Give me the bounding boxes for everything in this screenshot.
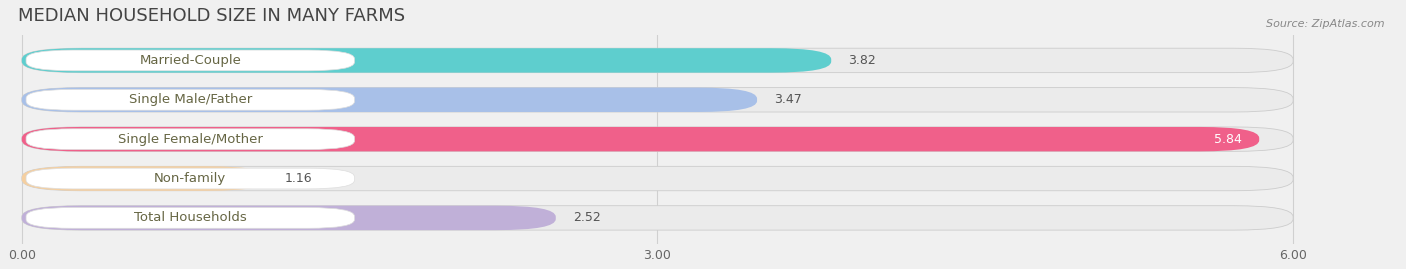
FancyBboxPatch shape bbox=[22, 166, 1294, 191]
Text: Married-Couple: Married-Couple bbox=[139, 54, 242, 67]
Text: 2.52: 2.52 bbox=[572, 211, 600, 224]
Text: 5.84: 5.84 bbox=[1215, 133, 1243, 146]
FancyBboxPatch shape bbox=[22, 166, 267, 191]
FancyBboxPatch shape bbox=[27, 208, 354, 228]
Text: 3.47: 3.47 bbox=[775, 93, 801, 106]
FancyBboxPatch shape bbox=[27, 168, 354, 189]
FancyBboxPatch shape bbox=[22, 88, 1294, 112]
Text: 1.16: 1.16 bbox=[284, 172, 312, 185]
Text: Total Households: Total Households bbox=[134, 211, 246, 224]
Text: Single Male/Father: Single Male/Father bbox=[129, 93, 252, 106]
FancyBboxPatch shape bbox=[27, 50, 354, 71]
Text: Non-family: Non-family bbox=[155, 172, 226, 185]
Text: Single Female/Mother: Single Female/Mother bbox=[118, 133, 263, 146]
Text: MEDIAN HOUSEHOLD SIZE IN MANY FARMS: MEDIAN HOUSEHOLD SIZE IN MANY FARMS bbox=[18, 7, 405, 25]
FancyBboxPatch shape bbox=[22, 206, 555, 230]
Text: Source: ZipAtlas.com: Source: ZipAtlas.com bbox=[1267, 19, 1385, 29]
FancyBboxPatch shape bbox=[22, 127, 1260, 151]
FancyBboxPatch shape bbox=[22, 88, 756, 112]
FancyBboxPatch shape bbox=[27, 129, 354, 150]
FancyBboxPatch shape bbox=[22, 206, 1294, 230]
FancyBboxPatch shape bbox=[22, 48, 831, 73]
FancyBboxPatch shape bbox=[27, 89, 354, 110]
Text: 3.82: 3.82 bbox=[848, 54, 876, 67]
FancyBboxPatch shape bbox=[22, 48, 1294, 73]
FancyBboxPatch shape bbox=[22, 127, 1294, 151]
